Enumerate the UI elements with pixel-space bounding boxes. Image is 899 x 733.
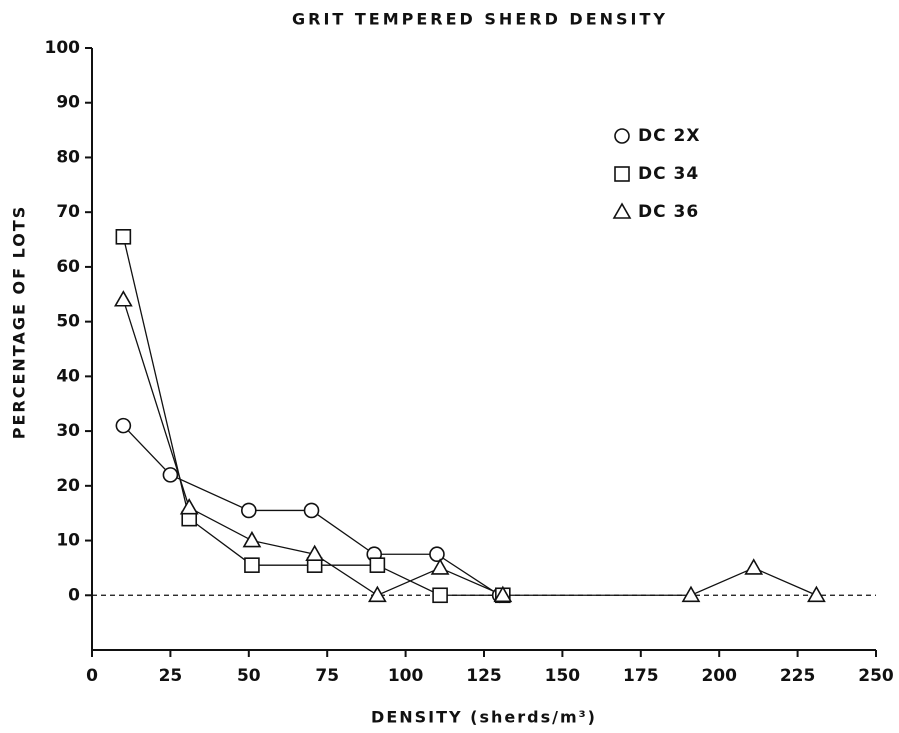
x-tick-label: 225 bbox=[780, 666, 816, 686]
y-tick-label: 10 bbox=[56, 531, 80, 551]
marker bbox=[244, 557, 260, 573]
marker bbox=[179, 498, 199, 515]
marker bbox=[807, 585, 826, 603]
x-tick-label: 150 bbox=[545, 666, 581, 686]
x-tick-label: 175 bbox=[623, 666, 659, 686]
legend-label: DC 36 bbox=[638, 202, 699, 222]
x-tick-label: 50 bbox=[237, 666, 261, 686]
series-line bbox=[122, 236, 503, 596]
marker bbox=[241, 502, 257, 519]
marker bbox=[493, 585, 513, 603]
y-tick-label: 0 bbox=[68, 585, 80, 605]
legend-marker bbox=[614, 128, 630, 144]
marker bbox=[430, 558, 450, 575]
legend-label: DC 2X bbox=[638, 126, 700, 146]
marker bbox=[113, 290, 133, 307]
marker bbox=[744, 558, 764, 575]
marker bbox=[369, 557, 386, 573]
x-tick-label: 125 bbox=[466, 666, 502, 686]
legend-marker bbox=[612, 202, 632, 219]
x-tick-label: 100 bbox=[388, 666, 424, 686]
legend-label: DC 34 bbox=[638, 164, 699, 184]
x-tick-label: 75 bbox=[315, 666, 339, 686]
marker bbox=[115, 229, 132, 245]
chart-title: GRIT TEMPERED SHERD DENSITY bbox=[292, 10, 668, 29]
x-axis-label: DENSITY (sherds/m³) bbox=[371, 708, 597, 727]
x-tick-label: 250 bbox=[858, 666, 894, 686]
legend-marker bbox=[614, 166, 630, 182]
y-tick-label: 80 bbox=[56, 147, 80, 167]
x-tick-label: 0 bbox=[86, 666, 98, 686]
y-tick-label: 70 bbox=[56, 202, 80, 222]
y-tick-label: 40 bbox=[56, 366, 80, 386]
marker bbox=[681, 585, 701, 603]
marker bbox=[429, 546, 445, 563]
marker bbox=[305, 544, 325, 562]
y-tick-label: 20 bbox=[56, 476, 80, 496]
marker bbox=[432, 587, 448, 604]
y-axis-label: PERCENTAGE OF LOTS bbox=[10, 205, 29, 440]
y-tick-label: 60 bbox=[56, 257, 80, 277]
y-tick-label: 30 bbox=[56, 421, 80, 441]
marker bbox=[162, 467, 179, 483]
x-tick-label: 200 bbox=[701, 666, 737, 686]
y-tick-label: 100 bbox=[45, 38, 81, 58]
marker bbox=[242, 530, 262, 548]
marker bbox=[367, 585, 387, 603]
series-line bbox=[122, 299, 817, 597]
y-tick-label: 90 bbox=[56, 93, 80, 113]
marker bbox=[303, 502, 320, 519]
x-tick-label: 25 bbox=[159, 666, 183, 686]
marker bbox=[115, 417, 132, 434]
y-tick-label: 50 bbox=[56, 312, 80, 332]
